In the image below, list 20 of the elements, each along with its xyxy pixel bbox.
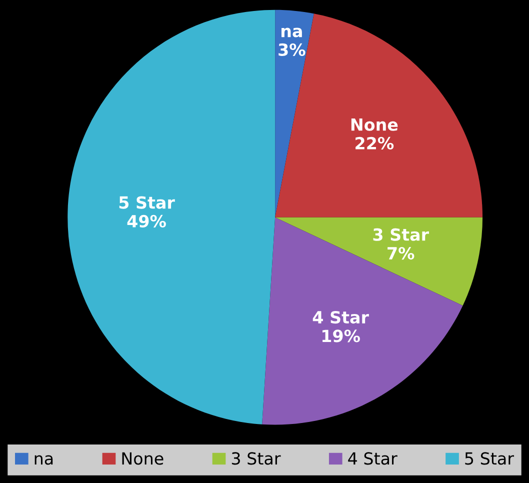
data-label: 22% bbox=[356, 136, 394, 150]
slice-label: na bbox=[282, 28, 302, 38]
legend-label: 4 Star bbox=[348, 452, 398, 465]
pie-slice bbox=[68, 10, 276, 424]
slice-label: 5 Star bbox=[119, 196, 175, 209]
legend-label: None bbox=[122, 452, 164, 465]
legend-label: 3 Star bbox=[232, 452, 281, 465]
data-label: 49% bbox=[127, 214, 166, 228]
data-label: 19% bbox=[322, 330, 360, 342]
data-label: 7% bbox=[388, 246, 414, 260]
data-label: 3% bbox=[278, 43, 306, 56]
pie-slice bbox=[275, 14, 483, 218]
slice-label: 3 Star bbox=[373, 228, 429, 241]
pie-slice bbox=[262, 217, 463, 425]
slice-label: None bbox=[351, 118, 398, 131]
slice-label: 4 Star bbox=[312, 310, 369, 324]
legend-label: na bbox=[34, 455, 53, 465]
pie-slice bbox=[275, 217, 483, 306]
legend-label: 5 Star bbox=[465, 452, 514, 465]
pie-slice bbox=[275, 10, 314, 218]
